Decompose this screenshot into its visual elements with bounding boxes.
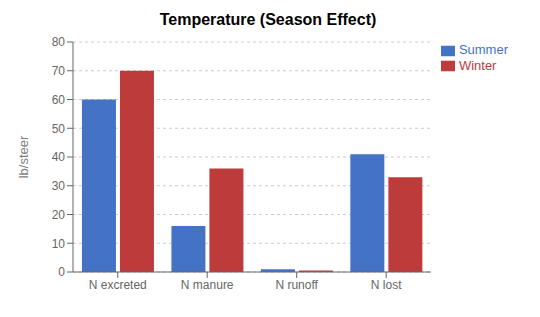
svg-text:N excreted: N excreted <box>89 278 147 292</box>
svg-text:30: 30 <box>52 179 66 193</box>
svg-text:lb/steer: lb/steer <box>16 135 31 178</box>
svg-text:10: 10 <box>52 237 66 251</box>
html-text:Winter: Winter <box>458 57 497 73</box>
svg-text:N runoff: N runoff <box>275 278 318 292</box>
svg-text:0: 0 <box>58 265 65 279</box>
svg-text:80: 80 <box>52 35 66 49</box>
svg-text:20: 20 <box>52 208 66 222</box>
html-text:Summer: Summer <box>458 42 508 57</box>
svg-text:N lost: N lost <box>371 278 402 292</box>
svg-text:50: 50 <box>52 122 66 136</box>
svg-text:40: 40 <box>52 150 66 164</box>
svg-text:70: 70 <box>52 64 66 78</box>
svg-text:N manure: N manure <box>181 278 234 292</box>
html-text:Temperature (Season Effect): Temperature (Season Effect) <box>159 11 377 28</box>
svg-text:60: 60 <box>52 93 66 107</box>
